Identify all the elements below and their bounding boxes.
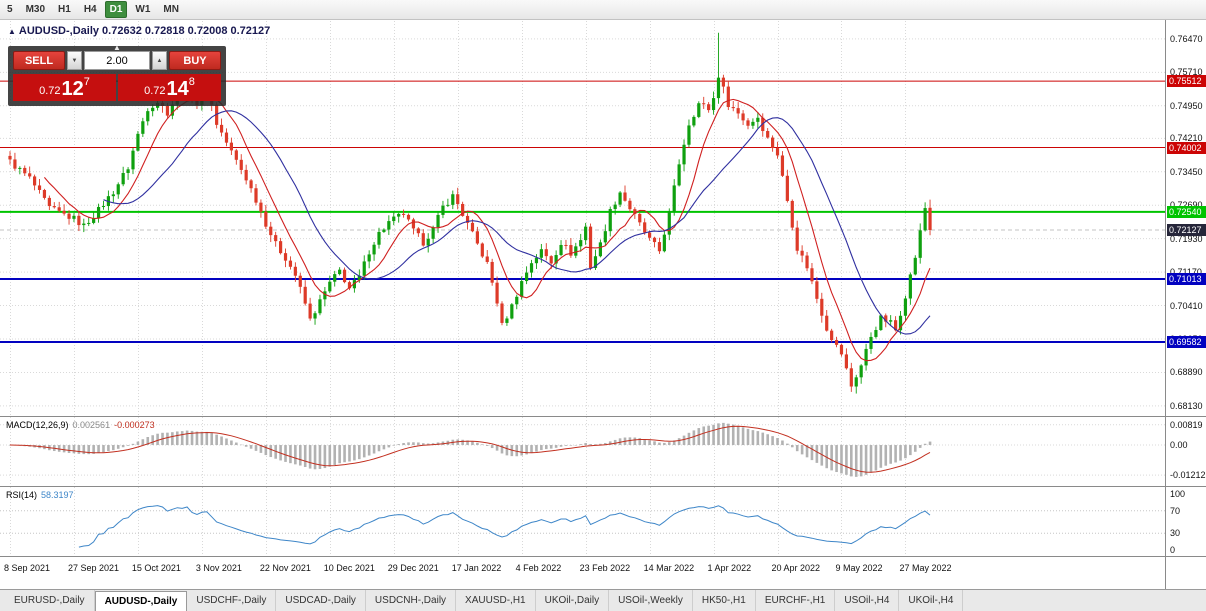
sell-price-prefix: 0.72 [39, 85, 61, 97]
date-tick-label: 27 Sep 2021 [67, 563, 119, 573]
axis-label: 0 [1170, 545, 1176, 555]
rsi-value: 58.3197 [41, 490, 74, 500]
current-price-badge: 0.72127 [1167, 224, 1206, 236]
level-price-badge: 0.69582 [1167, 335, 1206, 348]
axis-label: 0.00819 [1170, 419, 1203, 430]
date-tick-label: 9 May 2022 [835, 563, 883, 573]
sell-price-display[interactable]: 0.72 12 7 [13, 74, 116, 101]
chart-tab-ukoil-daily[interactable]: UKOil-,Daily [536, 590, 610, 611]
direction-up-icon: ▲ [8, 27, 16, 36]
date-tick-label: 23 Feb 2022 [579, 563, 631, 573]
chart-tab-usdcad-daily[interactable]: USDCAD-,Daily [276, 590, 366, 611]
volume-input[interactable] [84, 51, 150, 70]
timeframe-button-w1[interactable]: W1 [135, 4, 151, 15]
candles [8, 32, 932, 394]
pane-separator [1166, 556, 1206, 557]
axis-label: 0.73450 [1170, 166, 1203, 177]
macd-histogram [8, 422, 932, 477]
panel-collapse-icon[interactable]: ▲ [113, 43, 121, 52]
rsi-pane[interactable] [0, 486, 1165, 556]
date-tick-label: 4 Feb 2022 [515, 563, 562, 573]
chart-tab-eurusd-daily[interactable]: EURUSD-,Daily [5, 590, 95, 611]
price-axis[interactable]: 0.76470 0.75710 0.74950 0.74210 0.73450 0.726… [1165, 20, 1206, 589]
level-price-badge: 0.75512 [1167, 75, 1206, 88]
date-tick-label: 22 Nov 2021 [259, 563, 311, 573]
date-tick-label: 1 Apr 2022 [707, 563, 752, 573]
axis-label: -0.01212 [1170, 470, 1206, 481]
macd-signal-line [9, 425, 931, 473]
axis-label: 0.74210 [1170, 133, 1203, 144]
axis-label: 70 [1170, 505, 1181, 516]
timeframe-button-mn[interactable]: MN [163, 4, 179, 15]
sell-button[interactable]: SELL [13, 51, 65, 70]
pane-separator [1166, 416, 1206, 417]
macd-pane[interactable] [0, 416, 1165, 486]
axis-label: 0.71930 [1170, 233, 1203, 244]
timeframe-button-h4[interactable]: H4 [83, 4, 97, 15]
chart-tab-usoil-weekly[interactable]: USOil-,Weekly [609, 590, 693, 611]
date-tick-label: 29 Dec 2021 [387, 563, 439, 573]
volume-increase-button[interactable]: ▲ [152, 51, 167, 70]
macd-title: MACD(12,26,9) [6, 420, 69, 430]
macd-indicator-label: MACD(12,26,9) 0.002561 -0.000273 [6, 420, 155, 430]
volume-decrease-button[interactable]: ▼ [67, 51, 82, 70]
buy-price-prefix: 0.72 [144, 85, 166, 97]
timeframe-button-5[interactable]: 5 [7, 4, 13, 15]
axis-label: 0.72690 [1170, 200, 1203, 210]
axis-label: 0.68130 [1170, 400, 1203, 411]
buy-button[interactable]: BUY [169, 51, 221, 70]
date-tick-label: 15 Oct 2021 [131, 563, 181, 573]
date-tick-label: 27 May 2022 [899, 563, 952, 573]
macd-main-value: 0.002561 [72, 420, 111, 430]
rsi-indicator-label: RSI(14) 58.3197 [6, 490, 74, 500]
axis-label: 0.75710 [1170, 67, 1203, 78]
buy-price-display[interactable]: 0.72 14 8 [118, 74, 221, 101]
timeframe-button-h1[interactable]: H1 [58, 4, 71, 15]
time-axis[interactable]: 8 Sep 2021 27 Sep 2021 15 Oct 2021 3 Nov 20… [0, 556, 1165, 589]
axis-label: 0.00 [1170, 440, 1188, 451]
symbol-ohlc-header: ▲ AUDUSD-,Daily 0.72632 0.72818 0.72008 0… [8, 25, 270, 37]
level-price-badge: 0.72540 [1167, 205, 1206, 218]
one-click-trading-panel: ▲ SELL ▼ ▲ BUY 0.72 12 7 0.72 14 8 [8, 43, 226, 106]
date-tick-label: 17 Jan 2022 [451, 563, 502, 573]
date-tick-label: 20 Apr 2022 [771, 563, 821, 573]
chart-tab-usdcnh-daily[interactable]: USDCNH-,Daily [366, 590, 457, 611]
ma-slow-line [103, 110, 931, 335]
buy-price-pipette: 8 [188, 76, 195, 88]
sell-price-big: 12 [61, 78, 84, 100]
chart-tab-ukoil-h4[interactable]: UKOil-,H4 [899, 590, 964, 611]
chart-tab-audusd-daily[interactable]: AUDUSD-,Daily [94, 591, 188, 611]
chart-tab-eurchf-h1[interactable]: EURCHF-,H1 [756, 590, 836, 611]
rsi-line [78, 505, 931, 548]
timeframe-toolbar: 5 M30 H1 H4 D1 W1 MN [0, 0, 1206, 20]
axis-label: 30 [1170, 528, 1181, 539]
rsi-title: RSI(14) [6, 490, 38, 500]
date-tick-label: 3 Nov 2021 [195, 563, 242, 573]
buy-price-big: 14 [166, 78, 189, 100]
level-price-badge: 0.74002 [1167, 141, 1206, 154]
axis-label: 0.68890 [1170, 367, 1203, 378]
chart-tabs-bar: EURUSD-,Daily AUDUSD-,Daily USDCHF-,Daily U… [0, 589, 1206, 611]
timeframe-button-d1[interactable]: D1 [104, 1, 128, 18]
chart-tab-usdchf-daily[interactable]: USDCHF-,Daily [187, 590, 277, 611]
timeframe-button-m30[interactable]: M30 [25, 4, 46, 15]
date-tick-label: 10 Dec 2021 [323, 563, 375, 573]
axis-label: 0.74950 [1170, 100, 1203, 111]
sell-price-pipette: 7 [83, 76, 90, 88]
date-tick-label: 8 Sep 2021 [4, 563, 51, 573]
axis-label: 0.76470 [1170, 33, 1203, 44]
level-price-badge: 0.71013 [1167, 273, 1206, 286]
axis-label: 100 [1170, 489, 1186, 499]
pane-separator [1166, 486, 1206, 487]
symbol-ohlc-text: AUDUSD-,Daily 0.72632 0.72818 0.72008 0.… [18, 25, 271, 37]
chart-window: 8 Sep 2021 27 Sep 2021 15 Oct 2021 3 Nov 20… [0, 20, 1165, 589]
chart-tab-xauusd-h1[interactable]: XAUUSD-,H1 [456, 590, 536, 611]
price-chart-pane[interactable] [0, 20, 1165, 416]
chart-tab-hk50-h1[interactable]: HK50-,H1 [693, 590, 756, 611]
macd-signal-value: -0.000273 [114, 420, 155, 430]
date-tick-label: 14 Mar 2022 [643, 563, 695, 573]
chart-tab-usoil-h4[interactable]: USOil-,H4 [835, 590, 900, 611]
axis-label: 0.71170 [1170, 267, 1202, 277]
axis-label: 0.70410 [1170, 300, 1203, 311]
